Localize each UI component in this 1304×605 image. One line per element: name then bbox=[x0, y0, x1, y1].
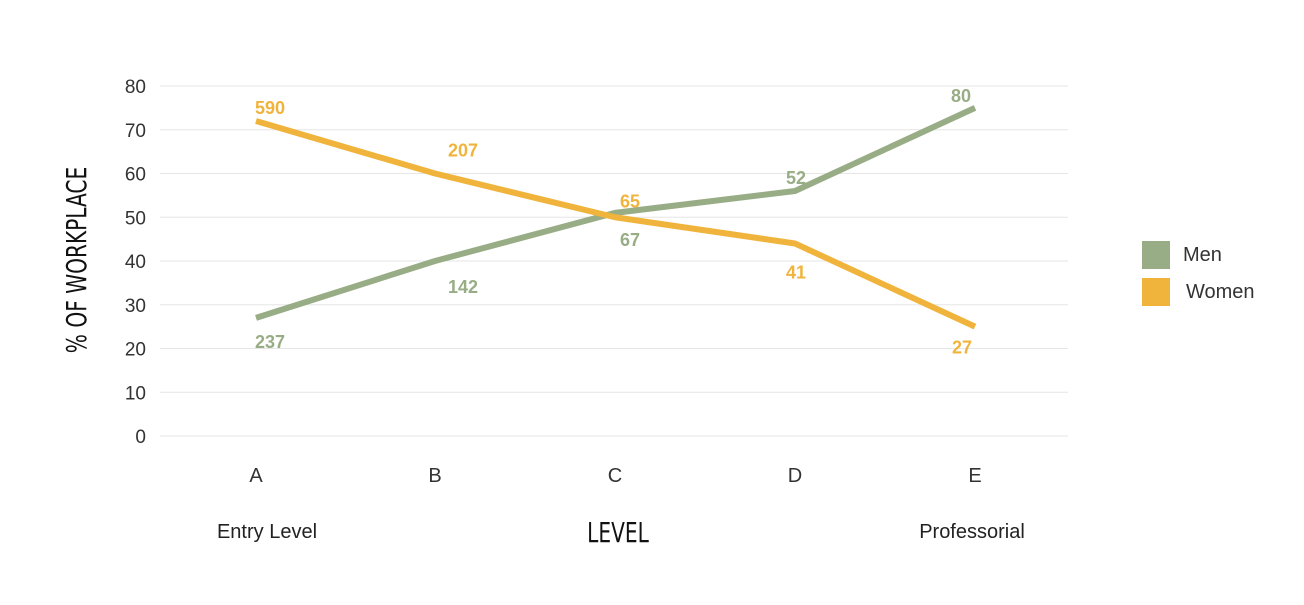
y-tick-label: 70 bbox=[125, 121, 146, 142]
data-label-women: 207 bbox=[448, 141, 478, 161]
series-line-women bbox=[255, 118, 977, 330]
x-tick-label: B bbox=[428, 465, 441, 487]
y-tick-label: 40 bbox=[125, 252, 146, 273]
x-axis-title: LEVEL bbox=[587, 516, 649, 549]
legend-swatch-men bbox=[1142, 241, 1170, 269]
y-tick-label: 20 bbox=[125, 340, 146, 361]
y-tick-label: 0 bbox=[135, 427, 146, 448]
x-axis-ticks: A B C D E bbox=[249, 465, 981, 487]
y-tick-label: 10 bbox=[125, 383, 146, 404]
grid-lines bbox=[160, 85, 1068, 437]
data-label-men: 67 bbox=[620, 230, 640, 250]
data-label-women: 41 bbox=[786, 263, 806, 283]
y-axis-ticks: 0 10 20 30 40 50 60 70 80 bbox=[125, 77, 146, 448]
data-label-men: 237 bbox=[255, 332, 285, 352]
data-label-women: 590 bbox=[255, 98, 285, 118]
data-label-men: 142 bbox=[448, 277, 478, 297]
y-tick-label: 60 bbox=[125, 165, 146, 186]
x-tick-label: C bbox=[608, 465, 622, 487]
category-sublabel: Professorial bbox=[919, 521, 1025, 543]
data-label-women: 65 bbox=[620, 191, 640, 211]
series-lines bbox=[255, 105, 977, 330]
legend-label-men: Men bbox=[1183, 244, 1222, 266]
legend-swatch-women bbox=[1142, 278, 1170, 306]
series-line-men bbox=[255, 105, 977, 321]
x-tick-label: A bbox=[249, 465, 263, 487]
y-tick-label: 80 bbox=[125, 77, 146, 98]
data-label-women: 27 bbox=[952, 338, 972, 358]
legend-label-women: Women bbox=[1186, 281, 1255, 303]
x-tick-label: D bbox=[788, 465, 802, 487]
legend: Men Women bbox=[1142, 241, 1255, 306]
category-sublabels: Entry Level Professorial bbox=[217, 521, 1025, 543]
data-label-men: 80 bbox=[951, 86, 971, 106]
x-tick-label: E bbox=[968, 465, 981, 487]
data-label-men: 52 bbox=[786, 168, 806, 188]
y-axis-title: % OF WORKPLACE bbox=[60, 167, 93, 353]
y-tick-label: 30 bbox=[125, 296, 146, 317]
data-labels: 237 142 67 52 80 590 207 65 41 27 bbox=[255, 86, 972, 358]
category-sublabel: Entry Level bbox=[217, 521, 317, 543]
y-tick-label: 50 bbox=[125, 208, 146, 229]
